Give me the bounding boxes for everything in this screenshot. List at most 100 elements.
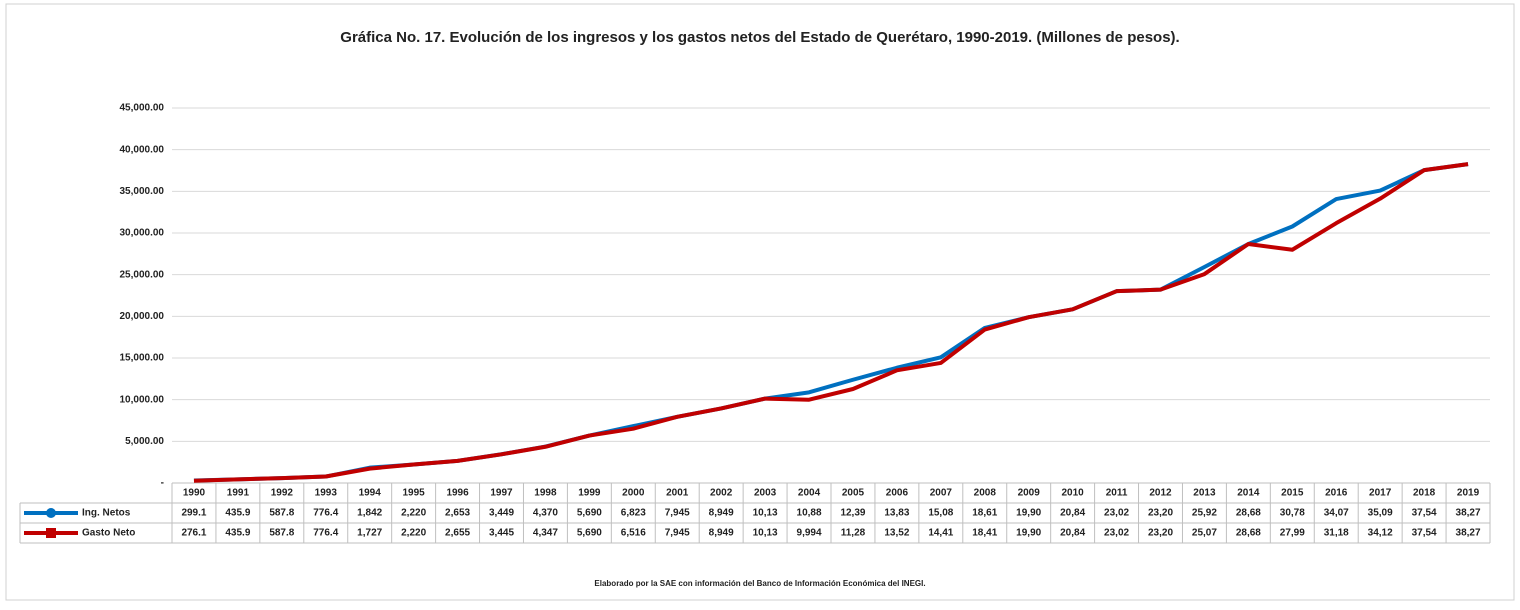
x-tick-label: 1995: [403, 488, 426, 499]
series-line: [193, 162, 1469, 483]
table-value: 6,823: [621, 508, 646, 519]
table-value: 8,949: [709, 528, 734, 539]
y-tick-label: 45,000.00: [120, 103, 165, 114]
table-value: 6,516: [621, 528, 646, 539]
table-value: 38,27: [1456, 528, 1481, 539]
x-tick-label: 2002: [710, 488, 733, 499]
y-tick-label: 30,000.00: [120, 228, 165, 239]
legend-label: Ing. Netos: [82, 508, 131, 519]
table-value: 37,54: [1412, 528, 1437, 539]
table-value: 25,92: [1192, 508, 1217, 519]
x-tick-label: 1992: [271, 488, 294, 499]
y-tick-label: 25,000.00: [120, 269, 165, 280]
x-tick-label: 2014: [1237, 488, 1260, 499]
table-value: 10,13: [753, 528, 778, 539]
y-tick-label: 40,000.00: [120, 144, 165, 155]
table-value: 18,41: [972, 528, 997, 539]
table-value: 435.9: [225, 508, 250, 519]
legend-label: Gasto Neto: [82, 528, 135, 539]
x-tick-label: 2017: [1369, 488, 1392, 499]
table-value: 2,220: [401, 528, 426, 539]
y-tick-label: 5,000.00: [125, 436, 164, 447]
table-value: 7,945: [665, 528, 690, 539]
x-tick-label: 2018: [1413, 488, 1436, 499]
table-value: 776.4: [313, 508, 338, 519]
table-value: 8,949: [709, 508, 734, 519]
x-tick-label: 2008: [974, 488, 997, 499]
table-value: 3,449: [489, 508, 514, 519]
table-value: 23,20: [1148, 528, 1173, 539]
y-tick-label: 15,000.00: [120, 353, 165, 364]
legend-marker: [46, 528, 56, 538]
table-value: 35,09: [1368, 508, 1393, 519]
x-tick-label: 2004: [798, 488, 821, 499]
x-tick-label: 2009: [1018, 488, 1041, 499]
table-value: 20,84: [1060, 528, 1085, 539]
x-tick-label: 1999: [578, 488, 601, 499]
table-value: 34,07: [1324, 508, 1349, 519]
table-value: 5,690: [577, 508, 602, 519]
table-value: 23,02: [1104, 528, 1129, 539]
table-value: 776.4: [313, 528, 338, 539]
table-value: 28,68: [1236, 528, 1261, 539]
table-value: 435.9: [225, 528, 250, 539]
x-tick-label: 2010: [1062, 488, 1085, 499]
x-tick-label: 1993: [315, 488, 338, 499]
table-value: 587.8: [269, 508, 294, 519]
table-value: 12,39: [840, 508, 865, 519]
table-value: 23,20: [1148, 508, 1173, 519]
table-value: 7,945: [665, 508, 690, 519]
table-value: 276.1: [181, 528, 206, 539]
x-tick-label: 2013: [1193, 488, 1216, 499]
x-tick-label: 2003: [754, 488, 777, 499]
x-tick-label: 1994: [359, 488, 382, 499]
table-value: 25,07: [1192, 528, 1217, 539]
x-tick-label: 2012: [1149, 488, 1172, 499]
table-value: 19,90: [1016, 528, 1041, 539]
x-tick-label: 2011: [1106, 488, 1128, 499]
source-note: Elaborado por la SAE con información del…: [594, 579, 925, 588]
x-tick-label: 1997: [490, 488, 513, 499]
y-tick-label: 20,000.00: [120, 311, 165, 322]
chart-border: [5, 3, 1515, 601]
x-tick-label: 2000: [622, 488, 645, 499]
table-value: 2,220: [401, 508, 426, 519]
table-value: 30,78: [1280, 508, 1305, 519]
y-tick-label: 35,000.00: [120, 186, 165, 197]
x-tick-label: 1990: [183, 488, 206, 499]
x-tick-label: 1996: [446, 488, 469, 499]
x-tick-label: 2001: [666, 488, 689, 499]
table-value: 1,727: [357, 528, 382, 539]
table-value: 38,27: [1456, 508, 1481, 519]
table-value: 37,54: [1412, 508, 1437, 519]
table-value: 15,08: [928, 508, 953, 519]
table-value: 4,370: [533, 508, 558, 519]
table-value: 10,13: [753, 508, 778, 519]
y-tick-label: 10,000.00: [120, 394, 165, 405]
y-tick-label: -: [161, 478, 164, 489]
table-value: 14,41: [928, 528, 953, 539]
table-value: 20,84: [1060, 508, 1085, 519]
table-value: 1,842: [357, 508, 382, 519]
table-value: 28,68: [1236, 508, 1261, 519]
table-value: 4,347: [533, 528, 558, 539]
x-tick-label: 2006: [886, 488, 909, 499]
table-value: 19,90: [1016, 508, 1041, 519]
x-tick-label: 2007: [930, 488, 953, 499]
table-value: 11,28: [841, 528, 866, 539]
x-tick-label: 2016: [1325, 488, 1348, 499]
table-value: 2,653: [445, 508, 470, 519]
table-value: 2,655: [445, 528, 470, 539]
x-tick-label: 1998: [534, 488, 557, 499]
x-tick-label: 1991: [227, 488, 250, 499]
table-value: 9,994: [797, 528, 822, 539]
table-value: 23,02: [1104, 508, 1129, 519]
table-value: 18,61: [972, 508, 997, 519]
table-value: 13,52: [884, 528, 909, 539]
table-value: 299.1: [181, 508, 206, 519]
x-tick-label: 2015: [1281, 488, 1304, 499]
table-value: 27,99: [1280, 528, 1305, 539]
table-value: 34,12: [1368, 528, 1393, 539]
table-value: 587.8: [269, 528, 294, 539]
